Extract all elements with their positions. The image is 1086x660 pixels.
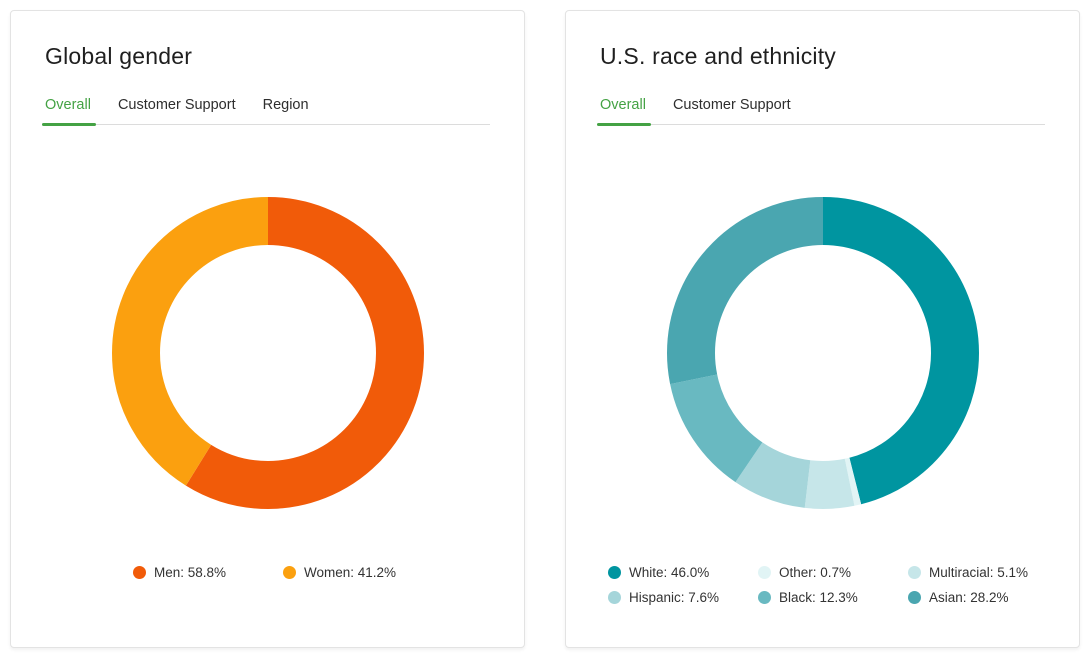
legend-label: Other: 0.7% [779,565,852,580]
global-gender-card: Global gender Overall Customer Support Reg… [10,10,525,648]
us-race-ethnicity-card: U.S. race and ethnicity Overall Customer … [565,10,1080,648]
donut-svg [111,197,424,509]
donut-svg [666,197,979,509]
race-donut-chart [666,197,979,509]
tab-customer-support[interactable]: Customer Support [672,97,791,113]
tab-bar: Overall Customer Support [597,97,1045,126]
donut-segment-women[interactable] [111,197,424,509]
legend-dot-icon [283,566,296,579]
card-title: Global gender [45,43,193,69]
donut-segment-men[interactable] [111,197,424,509]
legend-label: Asian: 28.2% [929,590,1009,605]
legend-dot-icon [908,591,921,604]
tab-overall[interactable]: Overall [597,97,651,126]
tab-region[interactable]: Region [262,97,309,113]
donut-segment-white[interactable] [666,197,979,509]
donut-segment-asian[interactable] [666,197,979,509]
legend-label: Black: 12.3% [779,590,858,605]
legend-item-women[interactable]: Women: 41.2% [283,565,433,580]
legend-dot-icon [608,566,621,579]
legend-dot-icon [758,591,771,604]
legend-label: Women: 41.2% [304,565,397,580]
legend-item-multiracial[interactable]: Multiracial: 5.1% [908,565,1058,580]
legend-item-asian[interactable]: Asian: 28.2% [908,590,1058,605]
legend-label: Men: 58.8% [154,565,227,580]
legend-item-hispanic[interactable]: Hispanic: 7.6% [608,590,758,605]
tab-overall[interactable]: Overall [42,97,96,126]
legend-item-other[interactable]: Other: 0.7% [758,565,908,580]
tab-bar: Overall Customer Support Region [42,97,490,126]
donut-segment-multiracial[interactable] [666,197,979,509]
legend-label: White: 46.0% [629,565,710,580]
tab-customer-support[interactable]: Customer Support [117,97,236,113]
chart-legend: Men: 58.8% Women: 41.2% [133,565,490,580]
legend-dot-icon [758,566,771,579]
legend-dot-icon [608,591,621,604]
card-title: U.S. race and ethnicity [600,43,836,69]
gender-donut-chart [111,197,424,509]
legend-label: Hispanic: 7.6% [629,590,720,605]
legend-item-men[interactable]: Men: 58.8% [133,565,283,580]
legend-item-white[interactable]: White: 46.0% [608,565,758,580]
legend-dot-icon [133,566,146,579]
legend-dot-icon [908,566,921,579]
legend-item-black[interactable]: Black: 12.3% [758,590,908,605]
legend-label: Multiracial: 5.1% [929,565,1029,580]
chart-legend: White: 46.0% Other: 0.7% Multiracial: 5.1%… [608,565,1045,605]
